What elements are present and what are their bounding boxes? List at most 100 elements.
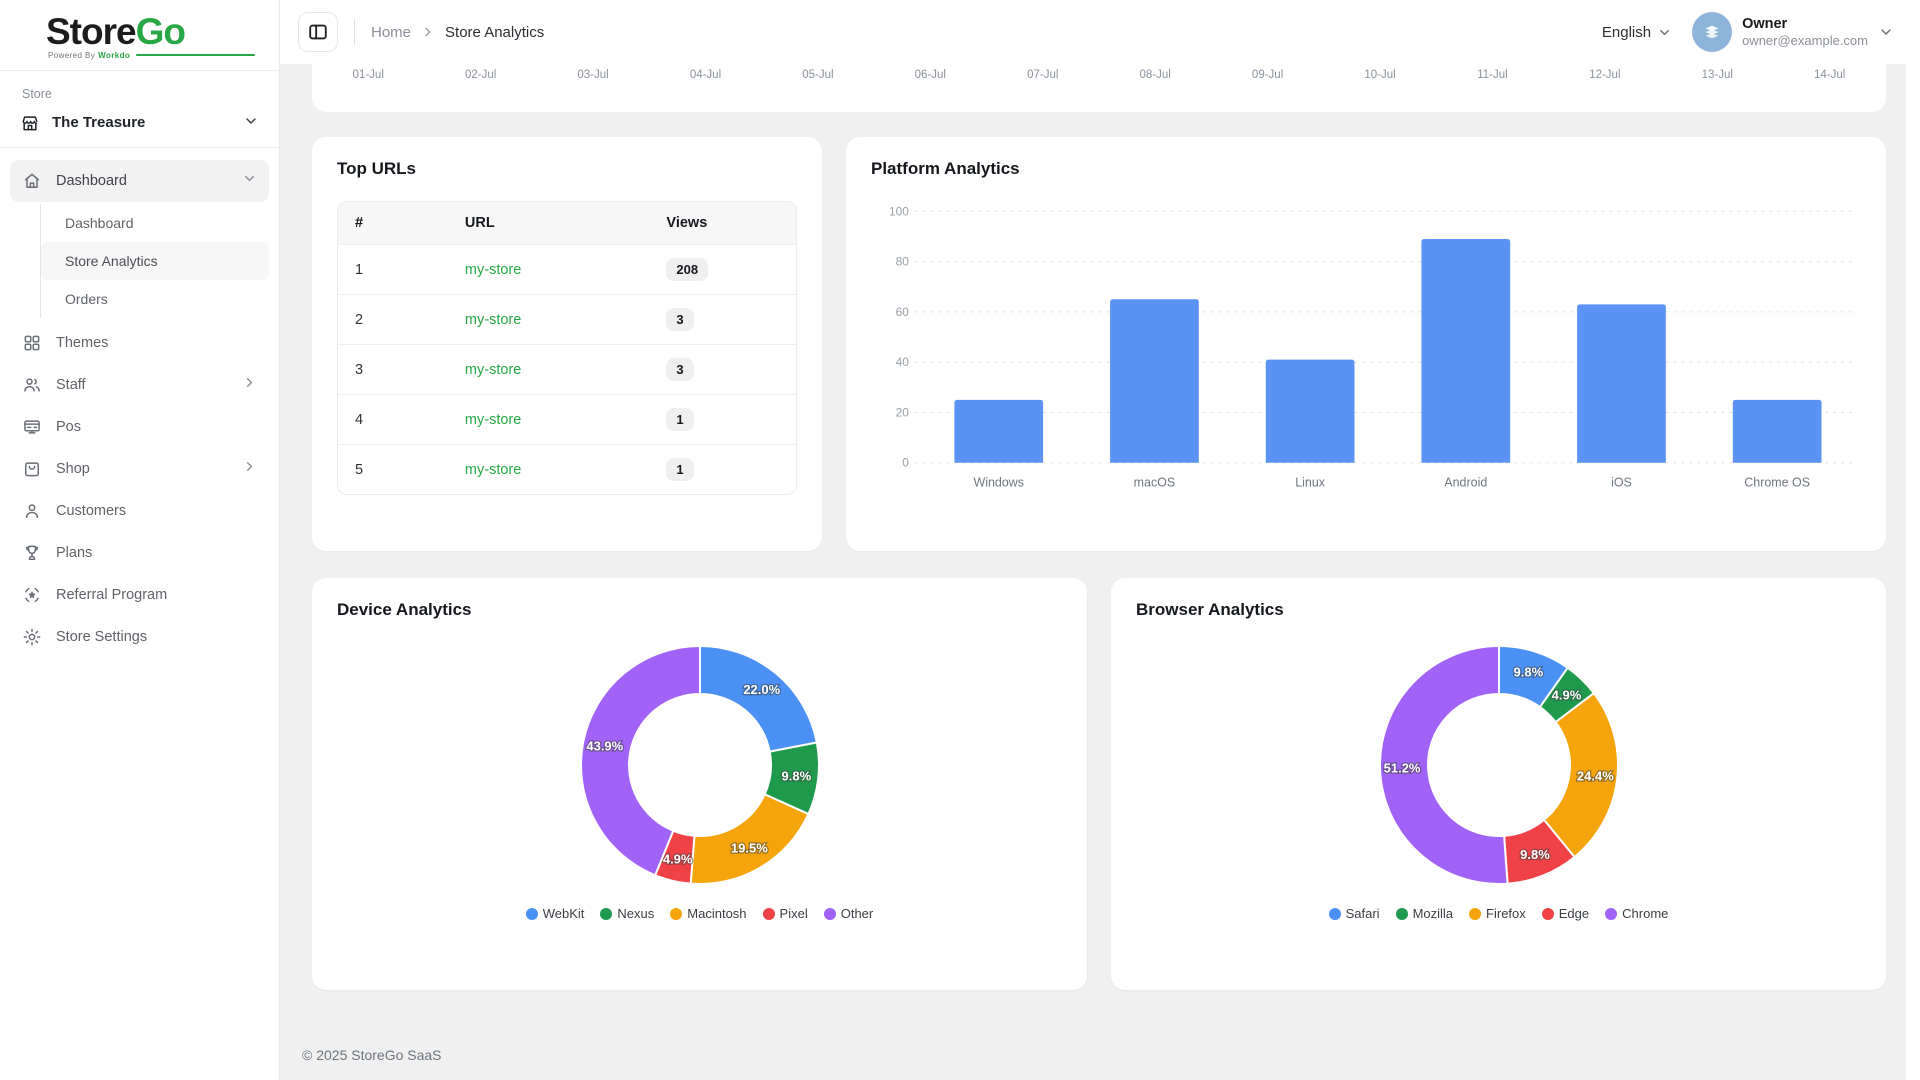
rank-cell: 2 — [338, 294, 448, 345]
legend-dot — [600, 907, 613, 920]
sidebar: StoreGo Powered By Workdo Store The Trea… — [0, 0, 280, 1080]
legend-label: Safari — [1345, 906, 1380, 921]
x-axis-label: 10-Jul — [1364, 69, 1396, 81]
card-title: Top URLs — [337, 159, 417, 178]
logo[interactable]: StoreGo Powered By Workdo — [0, 0, 279, 71]
sidebar-item-referral-program[interactable]: Referral Program — [10, 574, 269, 616]
browser-legend: Safari Mozilla Firefox Edge Chrome — [1328, 906, 1668, 921]
legend-item[interactable]: Macintosh — [670, 906, 747, 921]
right-column: Home Store Analytics English — [280, 0, 1920, 1080]
legend-dot — [1541, 907, 1554, 920]
table-header-row: # URL Views — [338, 202, 796, 245]
url-link[interactable]: my-store — [464, 311, 522, 328]
sidebar-item-label: Pos — [56, 418, 81, 435]
legend-item[interactable]: Nexus — [600, 906, 654, 921]
svg-text:20: 20 — [896, 405, 910, 419]
legend-label: Other — [840, 906, 874, 921]
url-link[interactable]: my-store — [464, 411, 522, 428]
row-top: Top URLs # URL Views — [312, 137, 1886, 551]
top-urls-table: # URL Views 1 my-store 208 — [337, 201, 797, 495]
legend-dot — [1605, 907, 1618, 920]
x-axis-label: 14-Jul — [1814, 69, 1846, 81]
referral-star-icon — [22, 585, 42, 605]
url-link[interactable]: my-store — [464, 361, 522, 378]
rank-cell: 3 — [338, 344, 448, 395]
sidebar-item-plans[interactable]: Plans — [10, 532, 269, 574]
nav-group-dashboard: Dashboard Dashboard Store Analytics Orde… — [10, 159, 269, 318]
device-donut-chart[interactable]: 22.0% 9.8% 19.5% 4.9% 43.9% — [577, 642, 823, 888]
chevron-right-icon — [242, 375, 257, 394]
donut-percent-label: 51.2% — [1383, 761, 1420, 776]
sidebar-toggle-button[interactable] — [298, 12, 338, 52]
bar-category-label: Linux — [1295, 476, 1326, 490]
sidebar-subitem-store-analytics[interactable]: Store Analytics — [41, 241, 269, 280]
platform-bar-chart[interactable]: 0 20 40 60 80 100 Windows macOS Linux Android iOS C… — [871, 179, 1861, 519]
legend-item[interactable]: Chrome — [1605, 906, 1668, 921]
legend-dot — [525, 907, 538, 920]
legend-item[interactable]: Mozilla — [1395, 906, 1454, 921]
legend-dot — [670, 907, 683, 920]
bar-category-label: iOS — [1611, 476, 1632, 490]
chevron-right-icon — [242, 459, 257, 478]
rank-cell: 1 — [338, 244, 448, 295]
legend-item[interactable]: Pixel — [762, 906, 808, 921]
sidebar-item-dashboard[interactable]: Dashboard — [10, 159, 269, 202]
sidebar-item-staff[interactable]: Staff — [10, 364, 269, 406]
browser-donut-chart[interactable]: 9.8% 4.9% 24.4% 9.8% 51.2% — [1376, 642, 1622, 888]
header-divider — [354, 19, 355, 45]
footer-copyright: © 2025 StoreGo SaaS — [302, 1047, 442, 1063]
donut-slice-webkit — [698, 645, 818, 753]
top-header: Home Store Analytics English — [280, 0, 1920, 64]
scrollbar[interactable] — [1906, 64, 1920, 1080]
legend-item[interactable]: Safari — [1328, 906, 1380, 921]
svg-text:0: 0 — [902, 456, 909, 470]
breadcrumb-current: Store Analytics — [445, 23, 545, 41]
sidebar-item-shop[interactable]: Shop — [10, 448, 269, 490]
legend-item[interactable]: Edge — [1541, 906, 1590, 921]
url-link[interactable]: my-store — [464, 461, 522, 478]
legend-label: Chrome — [1622, 906, 1669, 921]
user-menu[interactable]: Owner owner@example.com — [1692, 12, 1894, 52]
language-selector[interactable]: English — [1602, 24, 1672, 41]
legend-label: Edge — [1558, 906, 1590, 921]
chevron-down-icon — [243, 113, 259, 133]
user-email: owner@example.com — [1742, 32, 1868, 48]
sidebar-item-themes[interactable]: Themes — [10, 322, 269, 364]
sidebar-item-store-settings[interactable]: Store Settings — [10, 616, 269, 658]
legend-item[interactable]: WebKit — [525, 906, 584, 921]
sidebar-item-pos[interactable]: Pos — [10, 406, 269, 448]
subitem-label: Orders — [65, 290, 108, 307]
column-header-rank: # — [338, 202, 448, 245]
sidebar-subitem-dashboard[interactable]: Dashboard — [41, 204, 269, 242]
store-name: The Treasure — [52, 114, 146, 132]
logo-text: StoreGo — [40, 11, 255, 53]
x-axis-label: 07-Jul — [1027, 69, 1059, 81]
url-link[interactable]: my-store — [464, 261, 522, 278]
legend-item[interactable]: Firefox — [1469, 906, 1526, 921]
svg-text:80: 80 — [896, 255, 910, 269]
sidebar-subitem-orders[interactable]: Orders — [41, 280, 269, 318]
store-selector[interactable]: The Treasure — [20, 113, 259, 133]
shopping-bag-icon — [22, 459, 42, 479]
svg-text:40: 40 — [896, 355, 910, 369]
svg-text:100: 100 — [889, 204, 909, 218]
subitem-label: Store Analytics — [65, 252, 158, 269]
views-badge: 1 — [666, 408, 694, 431]
powered-by-underline — [136, 54, 255, 57]
x-axis-label: 02-Jul — [464, 69, 497, 81]
storefront-icon — [20, 113, 40, 133]
views-badge: 208 — [666, 258, 709, 281]
device-legend: WebKit Nexus Macintosh Pixel Other — [525, 906, 874, 921]
legend-label: Mozilla — [1412, 906, 1454, 921]
breadcrumb-home-link[interactable]: Home — [371, 23, 412, 41]
x-axis-label: 03-Jul — [577, 69, 609, 81]
legend-label: Macintosh — [687, 906, 747, 921]
sidebar-item-label: Plans — [56, 544, 93, 561]
sidebar-item-label: Referral Program — [56, 586, 168, 603]
powered-by-text: Powered By — [48, 50, 96, 60]
x-axis-label: 08-Jul — [1139, 69, 1171, 81]
legend-item[interactable]: Other — [823, 906, 874, 921]
timeline-x-axis: 01-Jul 02-Jul 03-Jul 04-Jul 05-Jul 06-Jul 07-J… — [312, 69, 1886, 81]
sidebar-item-customers[interactable]: Customers — [10, 490, 269, 532]
